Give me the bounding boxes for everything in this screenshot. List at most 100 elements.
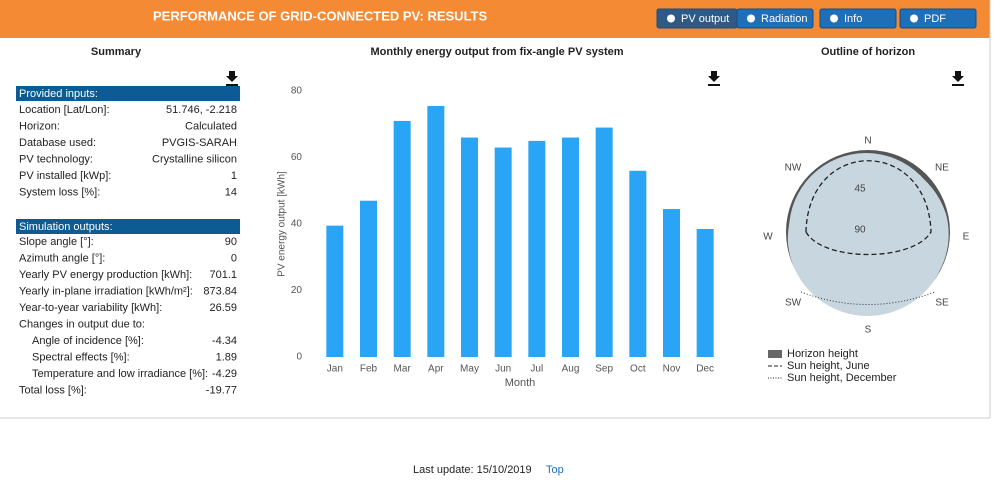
sky-disc [789, 153, 943, 307]
x-tick-label: Sep [595, 364, 613, 375]
sun-december [800, 291, 936, 305]
section-heading-bar [16, 219, 240, 234]
button-icon [747, 14, 755, 23]
row-label: Horizon: [19, 120, 60, 132]
header-title: PERFORMANCE OF GRID-CONNECTED PV: RESULT… [153, 8, 487, 23]
x-tick-label: Dec [696, 364, 714, 375]
button-icon [830, 14, 838, 23]
chart-title: Monthly energy output from fix-angle PV … [370, 46, 623, 58]
bar [393, 120, 411, 357]
row-value: 0 [231, 252, 237, 264]
y-tick-label: 80 [291, 86, 303, 97]
legend-label: Horizon height [787, 348, 858, 360]
row-label: Total loss [%]: [19, 384, 87, 396]
horizon-title: Outline of horizon [821, 46, 915, 58]
button-label[interactable]: PDF [924, 13, 946, 25]
row-label: Changes in output due to: [19, 318, 145, 330]
x-tick-label: May [460, 364, 479, 375]
x-tick-label: Jan [327, 364, 343, 375]
direction-label: NE [935, 163, 949, 174]
section-heading-bar [16, 86, 240, 101]
bar [528, 140, 546, 357]
row-value: 1 [231, 170, 237, 182]
bar [461, 137, 478, 357]
row-value: 1.89 [216, 351, 237, 363]
row-label: Year-to-year variability [kWh]: [19, 302, 162, 314]
direction-label: E [963, 232, 970, 243]
header-button[interactable] [736, 8, 814, 29]
section-heading: Simulation outputs: [19, 221, 113, 233]
row-label: Azimuth angle [°]: [19, 252, 105, 264]
header-button[interactable] [899, 8, 977, 29]
button-label[interactable]: Radiation [761, 13, 807, 25]
row-label: Yearly PV energy production [kWh]: [19, 269, 192, 281]
bar [562, 137, 579, 357]
x-tick-label: Oct [630, 364, 646, 375]
x-axis-label: Month [505, 377, 536, 389]
footer-link[interactable]: Top [546, 464, 564, 476]
sun-june [805, 160, 932, 256]
legend-swatch [768, 350, 782, 358]
row-value: -4.34 [212, 335, 237, 347]
bar [663, 209, 680, 357]
row-value: 90 [225, 236, 237, 248]
row-label: Database used: [19, 137, 96, 149]
bar [326, 225, 344, 357]
x-tick-label: Aug [562, 364, 580, 375]
bar [360, 200, 377, 357]
row-label: System loss [%]: [19, 186, 100, 198]
row-value: 26.59 [209, 302, 237, 314]
footer-text: Last update: 15/10/2019 [413, 464, 532, 476]
ring-label: 45 [854, 184, 866, 195]
row-value: Calculated [185, 120, 237, 132]
y-tick-label: 40 [291, 219, 303, 230]
y-axis-label: PV energy output [kWh] [277, 171, 288, 277]
x-tick-label: Jul [530, 364, 543, 375]
direction-label: S [865, 325, 872, 336]
row-label: Temperature and low irradiance [%]: [32, 368, 208, 380]
row-label: Angle of incidence [%]: [32, 335, 144, 347]
summary-title: Summary [91, 46, 142, 58]
button-label[interactable]: Info [844, 13, 862, 25]
row-label: Location [Lat/Lon]: [19, 104, 110, 116]
y-tick-label: 60 [291, 152, 303, 163]
row-value: 701.1 [209, 269, 237, 281]
row-label: Yearly in-plane irradiation [kWh/m²]: [19, 285, 193, 297]
legend-label: Sun height, December [787, 372, 897, 384]
bar [595, 127, 613, 357]
row-value: 51.746, -2.218 [166, 104, 237, 116]
row-value: PVGIS-SARAH [162, 137, 237, 149]
row-value: 873.84 [203, 285, 237, 297]
direction-label: NW [785, 163, 802, 174]
row-label: Spectral effects [%]: [32, 351, 130, 363]
bar [427, 105, 445, 358]
x-tick-label: Nov [663, 364, 681, 375]
button-icon [667, 14, 675, 23]
direction-label: SW [785, 298, 802, 309]
row-value: 14 [225, 186, 237, 198]
row-label: PV installed [kWp]: [19, 170, 111, 182]
direction-label: SE [935, 298, 949, 309]
y-tick-label: 20 [291, 285, 303, 296]
bar [629, 170, 647, 357]
bar [494, 147, 512, 357]
row-label: Slope angle [°]: [19, 236, 94, 248]
button-icon [910, 14, 918, 23]
row-value: Crystalline silicon [152, 153, 237, 165]
row-value: -19.77 [206, 384, 237, 396]
row-label: PV technology: [19, 153, 93, 165]
download-icons [226, 71, 964, 86]
x-tick-label: Apr [428, 364, 444, 375]
header-button[interactable] [819, 8, 897, 29]
section-heading: Provided inputs: [19, 88, 98, 100]
direction-label: W [763, 232, 773, 243]
legend-label: Sun height, June [787, 360, 870, 372]
x-tick-label: Mar [394, 364, 412, 375]
bar [696, 228, 714, 357]
x-tick-label: Feb [360, 364, 378, 375]
button-label[interactable]: PV output [681, 13, 729, 25]
direction-label: N [864, 136, 871, 147]
row-value: -4.29 [212, 368, 237, 380]
ring-label: 90 [854, 225, 866, 236]
